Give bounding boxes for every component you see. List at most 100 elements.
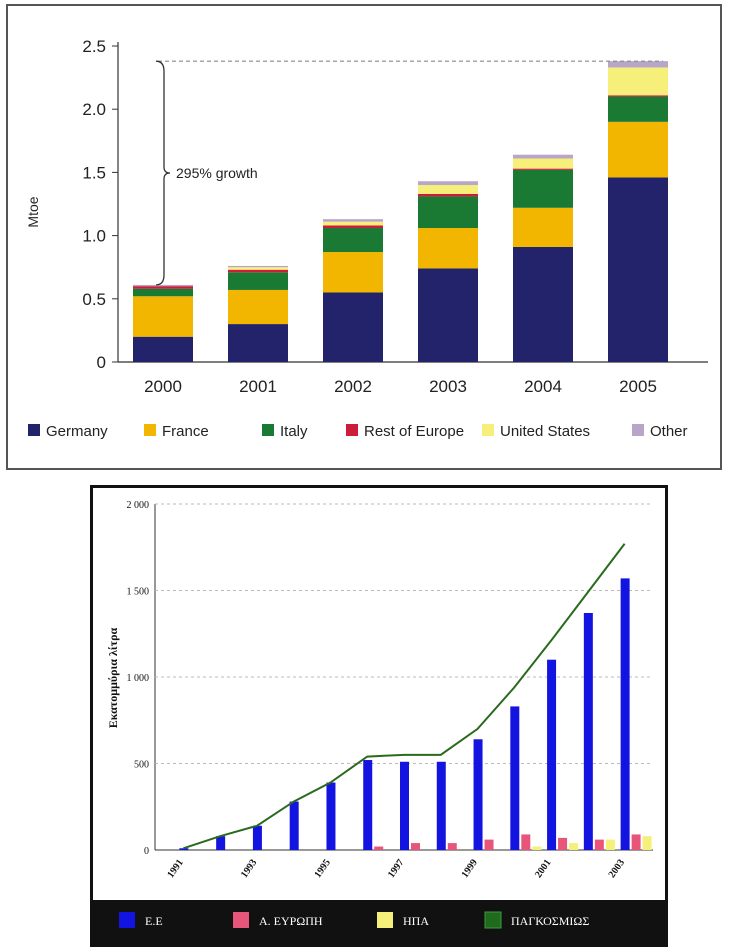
bar	[411, 843, 420, 850]
bar-segment	[418, 181, 478, 186]
bar	[521, 834, 531, 850]
x-tick-label: 2003	[429, 377, 467, 396]
bar-segment	[608, 121, 668, 178]
x-tick-label: 2001	[533, 857, 553, 880]
x-tick-label: 2002	[334, 377, 372, 396]
bar-segment	[513, 246, 573, 362]
bar-segment	[228, 324, 288, 362]
y-tick-label: 1 500	[127, 587, 150, 598]
bar-segment	[228, 272, 288, 290]
x-tick-label: 1997	[386, 857, 406, 880]
y-tick-label: 1.5	[82, 163, 106, 182]
legend-label: ΗΠΑ	[403, 914, 429, 928]
y-tick-label: 0.5	[82, 290, 106, 309]
x-tick-label: 1991	[165, 857, 185, 880]
bar	[569, 843, 579, 850]
legend-label: Α. ΕΥΡΩΠΗ	[259, 914, 323, 928]
y-tick-label: 2.5	[82, 37, 106, 56]
bar-segment	[323, 221, 383, 226]
bar-segment	[418, 196, 478, 229]
x-tick-label: 2001	[239, 377, 277, 396]
legend-swatch	[377, 912, 393, 928]
bar	[642, 836, 652, 850]
y-tick-label: 1.0	[82, 227, 106, 246]
bar-segment	[513, 154, 573, 159]
y-tick-label: 2.0	[82, 100, 106, 119]
bar-segment	[133, 286, 193, 289]
bar	[447, 843, 457, 850]
bar-segment	[608, 95, 668, 97]
bar-segment	[608, 96, 668, 122]
total-line	[183, 543, 626, 850]
y-axis-label: Mtoe	[25, 196, 41, 227]
bar-segment	[228, 269, 288, 273]
bar-segment	[323, 228, 383, 253]
bar-segment	[418, 193, 478, 197]
legend-swatch	[632, 424, 644, 436]
bar-segment	[418, 268, 478, 362]
legend-label: Italy	[280, 423, 308, 440]
legend-label: ΠΑΓΚΟΣΜΙΩΣ	[511, 914, 589, 928]
legend-label: France	[162, 423, 209, 440]
bar-segment	[513, 168, 573, 170]
y-tick-label: 2 000	[127, 500, 150, 511]
legend-swatch	[346, 424, 358, 436]
bar-line-chart-panel: 0 500 1 000 1 500 2 000 Εκατομμύρια λίτρα 1991…	[90, 485, 668, 947]
y-tick-label: 0	[144, 846, 149, 857]
bar-segment	[323, 292, 383, 362]
x-tick-label: 1995	[312, 857, 332, 880]
bar	[532, 846, 542, 850]
legend-label: Rest of Europe	[364, 423, 464, 440]
bar-segment	[228, 265, 288, 268]
bar-segment	[133, 284, 193, 287]
bar-segment	[133, 296, 193, 337]
bar-segment	[608, 67, 668, 96]
legend-label: Germany	[46, 423, 108, 440]
bar-segment	[608, 61, 668, 68]
bar-segment	[323, 225, 383, 229]
stacked-bar-chart: 0 0.5 1.0 1.5 2.0 2.5 Mtoe 2000 2001 2002 2003 2004…	[25, 37, 708, 440]
x-tick-label: 2005	[619, 377, 657, 396]
y-axis-label: Εκατομμύρια λίτρα	[106, 627, 120, 728]
legend-label: United States	[500, 423, 590, 440]
x-tick-label: 2004	[524, 377, 562, 396]
legend-swatch	[28, 424, 40, 436]
bar	[620, 578, 630, 850]
bar	[400, 761, 409, 850]
bar-segment	[228, 267, 288, 270]
bar-segment	[323, 219, 383, 222]
x-tick-label: 2003	[607, 857, 627, 880]
bar	[558, 837, 568, 850]
legend-swatch	[119, 912, 135, 928]
bar	[289, 801, 299, 850]
bar-segment	[513, 207, 573, 247]
bar	[605, 839, 615, 850]
bar	[631, 834, 641, 850]
y-tick-label: 1 000	[127, 673, 150, 684]
y-tick-label: 0	[97, 353, 106, 372]
bar-segment	[513, 169, 573, 208]
bar-segment	[133, 288, 193, 297]
legend-label: Ε.Ε	[145, 914, 163, 928]
x-tick-label: 1993	[239, 857, 259, 880]
y-tick-label: 500	[134, 760, 149, 771]
bar	[484, 839, 494, 850]
growth-brace	[155, 60, 171, 286]
bar	[216, 836, 226, 850]
bar-segment	[228, 289, 288, 325]
legend-label: Other	[650, 423, 688, 440]
bar	[473, 739, 483, 850]
bar-segment	[418, 228, 478, 269]
x-tick-label: 2000	[144, 377, 182, 396]
bar	[363, 760, 373, 850]
legend-swatch	[233, 912, 249, 928]
x-tick-label: 1999	[460, 857, 480, 880]
bar	[510, 706, 520, 850]
bar	[374, 846, 384, 850]
stacked-bar-chart-panel: 0 0.5 1.0 1.5 2.0 2.5 Mtoe 2000 2001 2002 2003 2004…	[6, 4, 722, 470]
bar	[436, 761, 446, 850]
bar	[326, 782, 336, 850]
bar	[547, 659, 557, 850]
bar-segment	[323, 252, 383, 293]
bar-line-chart: 0 500 1 000 1 500 2 000 Εκατομμύρια λίτρα 1991…	[93, 500, 665, 944]
